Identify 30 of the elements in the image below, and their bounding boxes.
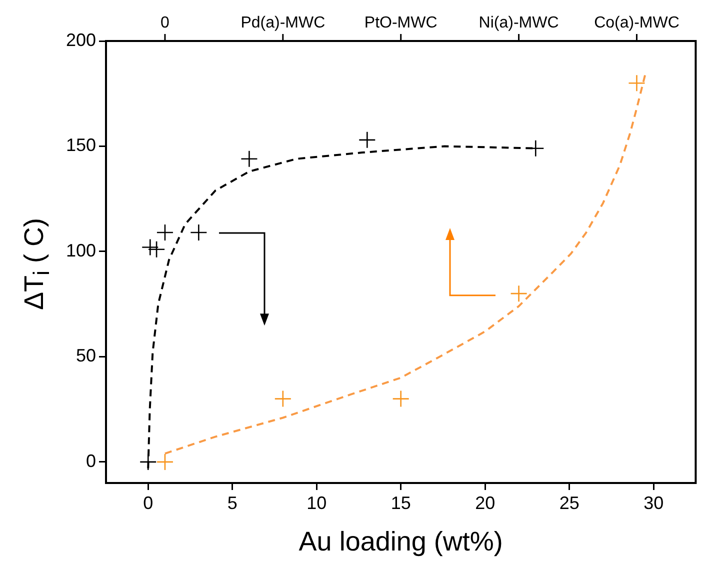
x-tick-label: 25 — [559, 492, 580, 513]
point — [156, 453, 174, 471]
y-tick-label: 50 — [76, 346, 96, 366]
x-tick-label: 20 — [475, 492, 496, 513]
x-tick-label: 0 — [143, 492, 154, 513]
y-tick-label: 200 — [66, 30, 96, 50]
x-tick-label: 30 — [644, 492, 664, 513]
x-tick-label: 15 — [390, 492, 411, 513]
annotation: Co(a)-MWC — [594, 14, 680, 32]
x-tick-label: 10 — [306, 492, 327, 513]
point — [190, 224, 208, 242]
point — [240, 150, 258, 168]
point — [148, 240, 166, 258]
x-tick-label: 5 — [227, 492, 238, 513]
line-series — [164, 74, 646, 455]
point — [141, 238, 159, 256]
point — [156, 224, 174, 242]
point — [274, 390, 292, 408]
point — [510, 284, 528, 302]
y-tick-label: 150 — [66, 135, 96, 156]
point — [628, 74, 646, 92]
point — [392, 390, 410, 408]
annotation: PtO-MWC — [364, 14, 438, 32]
point — [358, 131, 376, 149]
annotation: Ni(a)-MWC — [478, 14, 559, 32]
y-tick-label: 0 — [86, 450, 96, 471]
annotation: Pd(a)-MWC — [240, 14, 326, 32]
x-axis-title: Au loading (wt%) — [298, 526, 503, 556]
annotation: 0 — [160, 14, 170, 32]
y-tick-label: 100 — [66, 240, 96, 260]
